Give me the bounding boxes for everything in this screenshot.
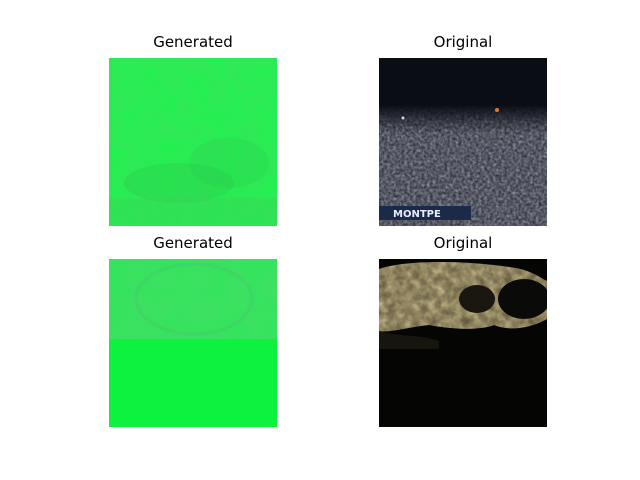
generated-image-top <box>109 58 277 226</box>
banner-text: MONTPE <box>393 209 441 220</box>
generated-image-bottom <box>109 259 277 427</box>
original-image-crowd-graphic: MONTPE <box>379 58 547 226</box>
generated-image-top-graphic <box>109 58 277 226</box>
original-image-log <box>379 259 547 427</box>
panel-title: Generated <box>153 234 233 252</box>
panel-title: Original <box>433 234 493 252</box>
original-image-crowd: MONTPE <box>379 58 547 226</box>
panel-title: Original <box>433 33 493 51</box>
panel-title: Generated <box>153 33 233 51</box>
original-image-log-graphic <box>379 259 547 427</box>
generated-image-bottom-graphic <box>109 259 277 427</box>
